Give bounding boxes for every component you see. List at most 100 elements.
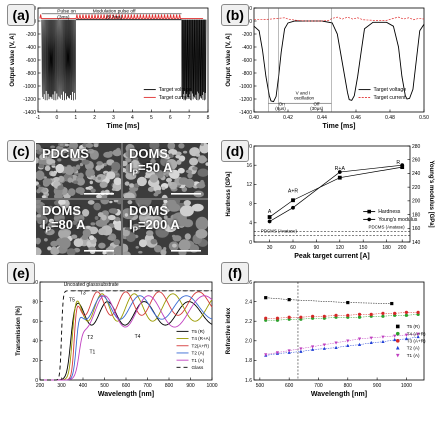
sem-grain: [152, 206, 159, 214]
sem-scale-bar: [84, 193, 114, 195]
sem-grain: [66, 152, 72, 157]
x-tick-label: 120: [336, 245, 345, 251]
y-axis-label: Output value [V, A]: [10, 33, 16, 86]
data-point: [334, 341, 338, 345]
sem-grain: [111, 161, 121, 172]
y-tick-label: 2.0: [245, 339, 252, 345]
panel-e-label: (e): [7, 262, 35, 284]
sem-grain: [50, 171, 57, 177]
data-point: [299, 349, 303, 353]
data-point: [367, 217, 372, 222]
transmission-curve: [40, 290, 212, 381]
legend-label: Target voltage: [159, 87, 192, 93]
annotation: T4: [135, 334, 141, 340]
x-tick-label: 500: [256, 383, 265, 389]
x-tick-label: 200: [398, 245, 407, 251]
data-point: [416, 334, 420, 339]
x-tick-label: 700: [314, 383, 323, 389]
x-tick-label: 6: [169, 115, 172, 121]
y-tick-label: 2.4: [245, 299, 252, 305]
x-tick-label: -1: [36, 115, 41, 121]
x-tick-label: 0.48: [385, 115, 395, 121]
y-tick-label: -1000: [23, 84, 36, 90]
data-point: [334, 313, 338, 317]
sem-grain: [39, 224, 45, 228]
panel-f-label: (f): [221, 262, 249, 284]
sem-grain: [82, 209, 90, 217]
sem-grain: [205, 162, 208, 166]
legend-label: T1 (A): [407, 353, 420, 358]
legend-label: T2(A+R): [192, 343, 210, 348]
sem-grain: [191, 203, 204, 212]
annotation: Pulse on: [57, 9, 76, 15]
data-point: [367, 209, 371, 214]
sem-grain: [36, 144, 41, 151]
y-tick-label: -400: [26, 45, 36, 51]
legend-label: T2 (A): [407, 346, 420, 351]
x-tick-label: 300: [57, 383, 66, 389]
sem-grain: [66, 248, 76, 255]
sem-grain: [150, 238, 158, 245]
legend-label: Hardness: [378, 209, 401, 215]
annotation: (30μs): [310, 106, 324, 111]
sem-grain: [150, 158, 156, 165]
sem-scale-bar: [171, 250, 201, 252]
sem-grain: [93, 202, 101, 211]
data-point: [322, 343, 326, 347]
sem-grain: [165, 173, 169, 177]
annotation: (3ms): [57, 14, 70, 20]
y-tick-label: 1.8: [245, 358, 252, 364]
series-line: [265, 312, 419, 319]
sem-grain: [176, 159, 182, 165]
series-line: [265, 333, 419, 355]
data-point: [404, 310, 409, 314]
sem-grain: [163, 200, 168, 204]
sem-grain: [192, 166, 198, 171]
sem-grain: [162, 154, 171, 160]
data-point: [287, 315, 291, 319]
sem-grain: [184, 233, 191, 240]
x-tick-label: 1: [74, 115, 77, 121]
sem-grain: [130, 159, 140, 169]
legend-label: T2 (A): [192, 351, 205, 356]
sem-grain: [167, 181, 173, 186]
sem-grain: [123, 167, 127, 173]
data-point: [369, 312, 373, 316]
sem-grain: [54, 212, 65, 224]
y-tick-label: -600: [242, 58, 252, 64]
y2-tick-label: 220: [412, 185, 421, 191]
y-tick-label: 40: [32, 339, 38, 345]
sem-grain: [195, 229, 208, 239]
data-point: [390, 301, 394, 306]
x-tick-label: 150: [359, 245, 368, 251]
sem-grain: [50, 145, 56, 149]
annotation: oscillation: [294, 96, 315, 101]
sem-grain: [53, 177, 60, 181]
sem-grain: [49, 151, 55, 156]
y-tick-label: 0: [249, 19, 252, 25]
y2-tick-label: 280: [412, 144, 421, 150]
sem-grain: [87, 241, 91, 246]
data-point: [404, 313, 409, 317]
sem-grain: [150, 153, 157, 160]
sem-grain: [168, 220, 177, 228]
panel-f-axes: 500 600 700 800 900 1000 1.6 1.8 2.0 2.2 2.4 2.6 Wav…: [226, 280, 426, 398]
sem-grain: [99, 181, 108, 188]
sem-grain: [41, 203, 45, 207]
data-point: [264, 296, 268, 300]
sem-grain: [90, 175, 94, 179]
data-point: [381, 314, 385, 318]
sem-grain: [38, 157, 47, 166]
annotation: PDCMS (Anatase): [369, 225, 406, 230]
sem-grain: [58, 228, 70, 239]
data-point: [395, 331, 400, 336]
transmission-curve: [40, 295, 213, 381]
sem-grain: [197, 155, 207, 164]
x-axis-label: Wavelength [nm]: [98, 391, 154, 398]
legend-label: Target current: [374, 95, 407, 101]
annotation: A+R: [288, 189, 298, 195]
x-tick-label: 400: [79, 383, 88, 389]
annotation: On: [279, 102, 286, 107]
sem-grain: [93, 143, 99, 148]
x-tick-label: 3: [112, 115, 115, 121]
